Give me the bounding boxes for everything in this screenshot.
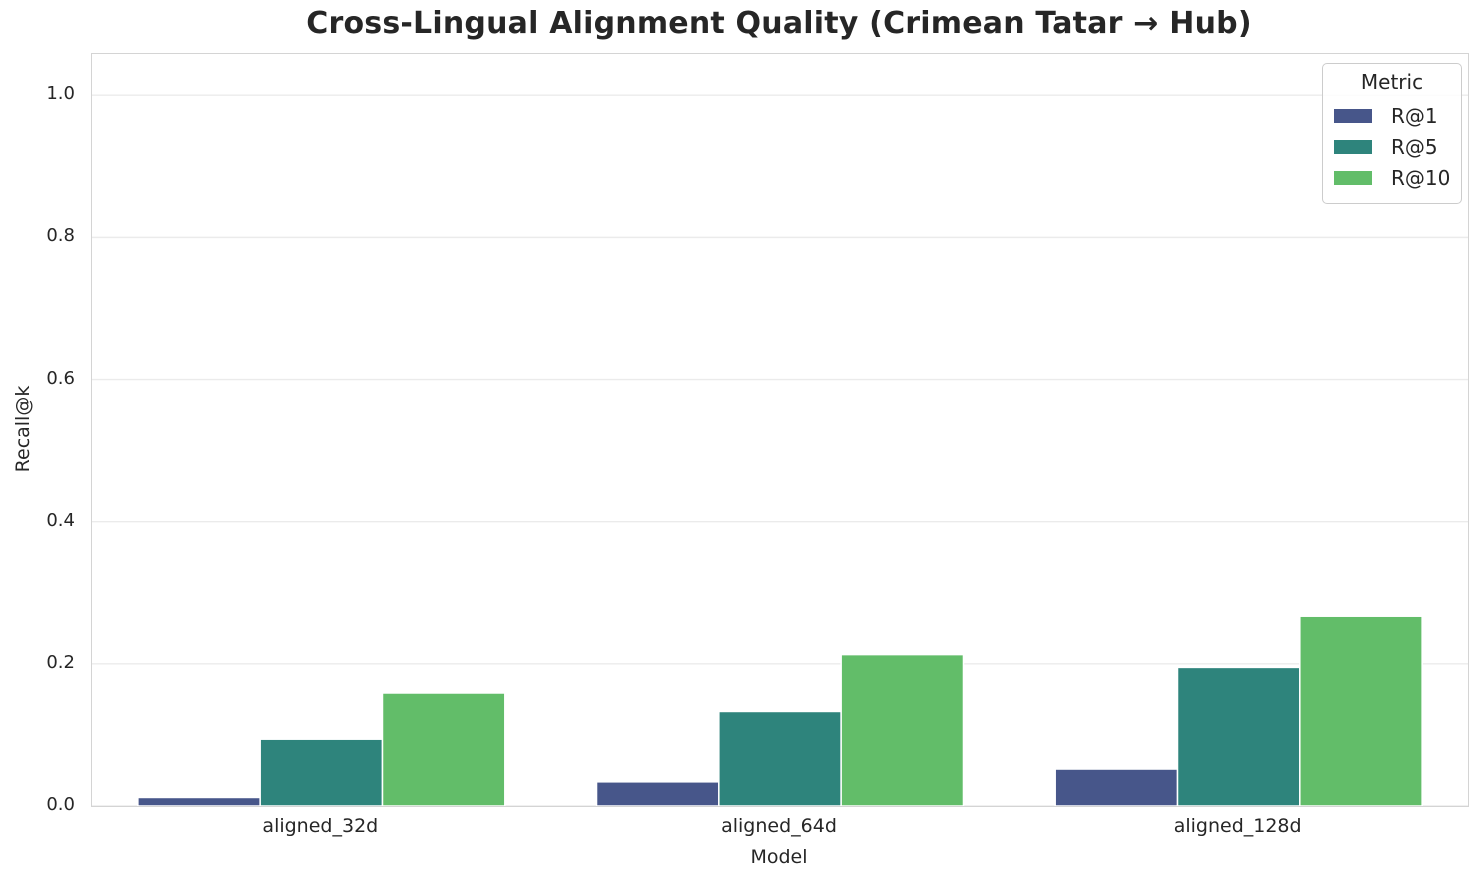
bar-R@10-aligned_64d [840, 653, 965, 806]
legend-swatch-R@1 [1334, 108, 1372, 123]
legend-label: R@1 [1391, 103, 1438, 128]
y-tick-0.2: 0.2 [46, 651, 75, 673]
bar-R@1-aligned_32d [137, 796, 261, 806]
legend-item-R@10: R@10 [1323, 162, 1461, 193]
legend-rows: R@1 R@5 R@10 [1323, 100, 1461, 193]
legend-title: Metric [1360, 70, 1424, 94]
x-tick-aligned_32d: aligned_32d [262, 815, 379, 837]
y-tick-0.4: 0.4 [46, 509, 75, 531]
x-tick-aligned_128d: aligned_128d [1173, 815, 1302, 837]
bars-canvas [92, 94, 1468, 806]
bar-R@5-aligned_32d [259, 738, 384, 806]
legend-label: R@5 [1391, 134, 1438, 159]
bar-R@5-aligned_64d [718, 710, 842, 806]
bar-R@1-aligned_64d [595, 781, 720, 806]
y-tick-0.6: 0.6 [46, 367, 75, 389]
y-axis-label-text: Recall@k [12, 385, 34, 473]
x-axis-label: Model [750, 846, 808, 868]
bar-R@10-aligned_128d [1299, 615, 1423, 806]
legend-swatch-R@5 [1334, 139, 1372, 154]
plot-area: Metric R@1 R@5 R@10 [91, 53, 1469, 807]
y-tick-0.0: 0.0 [46, 794, 75, 815]
y-tick-0.8: 0.8 [46, 225, 75, 247]
legend-swatch-R@10 [1334, 170, 1372, 185]
bar-R@1-aligned_128d [1054, 768, 1179, 806]
x-tick-aligned_64d: aligned_64d [721, 815, 837, 837]
bar-R@10-aligned_32d [381, 692, 506, 806]
legend-item-R@5: R@5 [1323, 131, 1461, 162]
y-tick-1.0: 1.0 [46, 83, 75, 105]
legend: Metric R@1 R@5 R@10 [1322, 63, 1462, 204]
chart-title: Cross-Lingual Alignment Quality (Crimean… [306, 6, 1252, 41]
legend-item-R@1: R@1 [1323, 100, 1461, 131]
legend-label: R@10 [1391, 165, 1451, 190]
bar-R@5-aligned_128d [1176, 666, 1301, 806]
